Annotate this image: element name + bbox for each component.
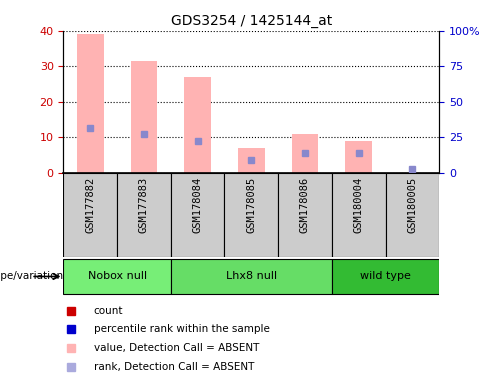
Text: GSM178084: GSM178084 (193, 177, 203, 233)
Bar (332, 259, 439, 294)
Bar (238, 148, 264, 173)
Text: GSM177883: GSM177883 (139, 177, 149, 233)
Bar (171, 173, 224, 257)
Bar (117, 173, 171, 257)
Text: wild type: wild type (360, 271, 411, 281)
Bar (386, 173, 439, 257)
Bar (332, 173, 386, 257)
Text: GSM180004: GSM180004 (354, 177, 364, 233)
Bar (224, 173, 278, 257)
Title: GDS3254 / 1425144_at: GDS3254 / 1425144_at (171, 14, 332, 28)
Bar (278, 173, 332, 257)
Text: Lhx8 null: Lhx8 null (226, 271, 277, 281)
Bar (131, 61, 157, 173)
Text: GSM178085: GSM178085 (246, 177, 256, 233)
Text: GSM178086: GSM178086 (300, 177, 310, 233)
Text: count: count (94, 306, 123, 316)
Bar (346, 141, 372, 173)
Text: value, Detection Call = ABSENT: value, Detection Call = ABSENT (94, 343, 259, 353)
Text: GSM180005: GSM180005 (407, 177, 417, 233)
Bar (292, 134, 318, 173)
Text: GSM177882: GSM177882 (85, 177, 95, 233)
Bar (63, 173, 117, 257)
Text: percentile rank within the sample: percentile rank within the sample (94, 324, 269, 334)
Bar (63, 259, 171, 294)
Text: genotype/variation: genotype/variation (0, 271, 63, 281)
Text: Nobox null: Nobox null (87, 271, 147, 281)
Text: rank, Detection Call = ABSENT: rank, Detection Call = ABSENT (94, 362, 254, 372)
Bar (184, 77, 211, 173)
Bar (77, 34, 103, 173)
Bar (171, 259, 332, 294)
